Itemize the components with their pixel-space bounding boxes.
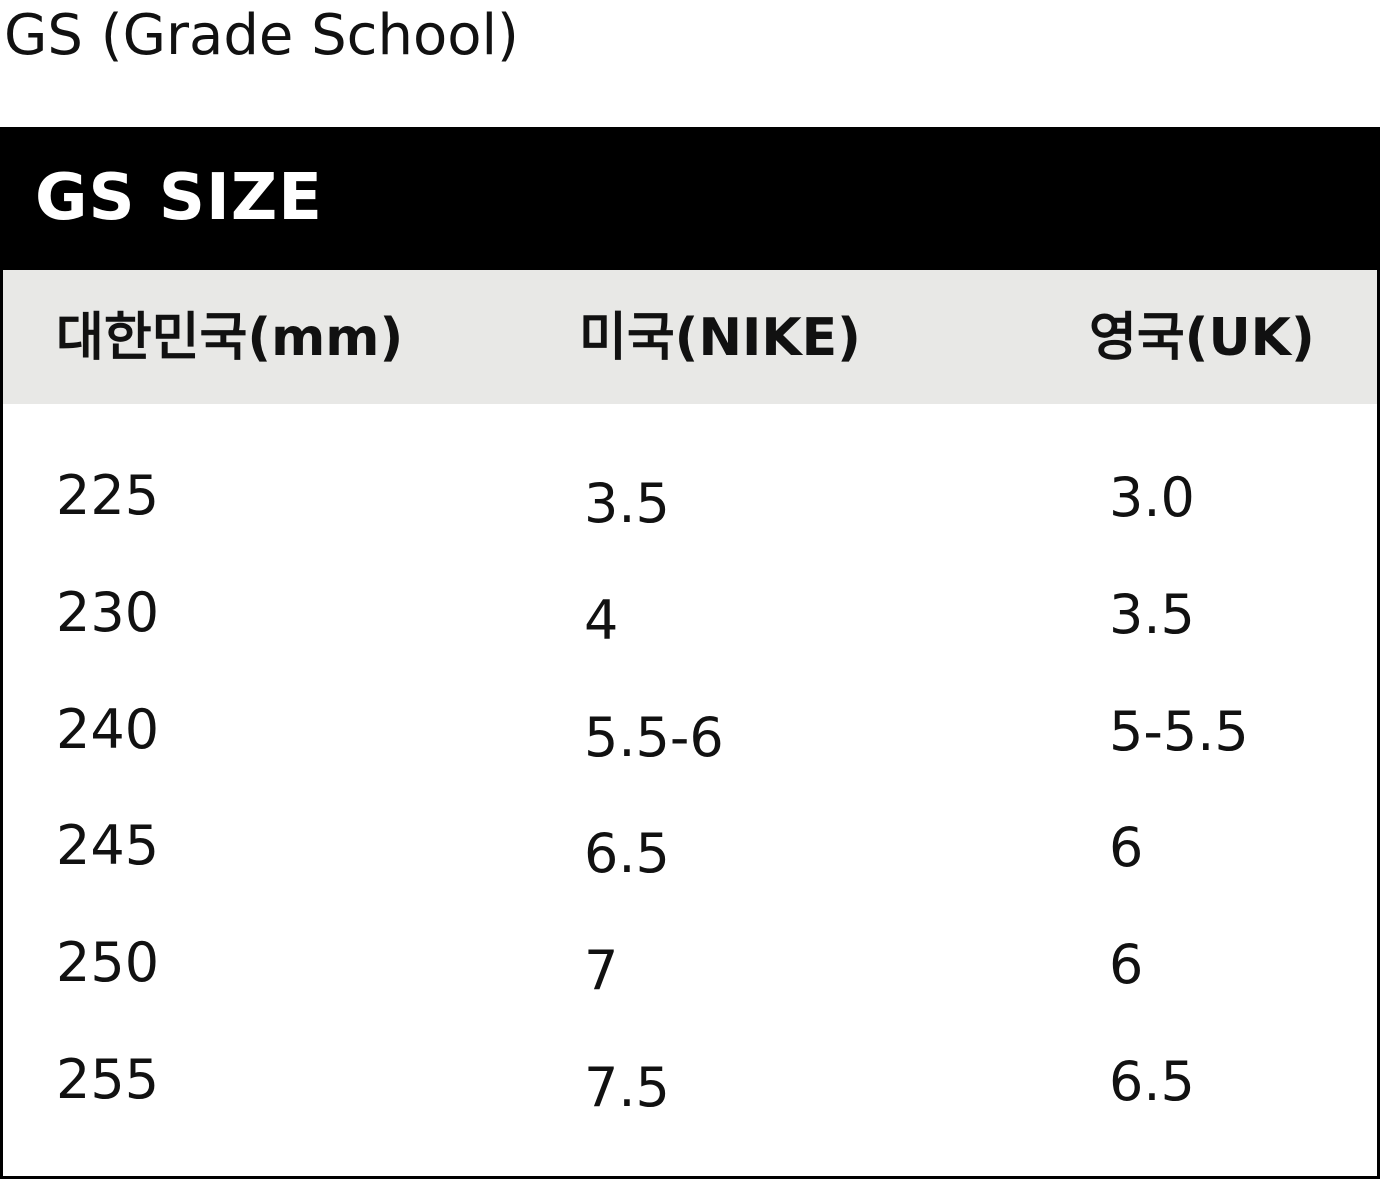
cell-uk: 6: [1109, 933, 1144, 996]
cell-us-nike: 3.5: [584, 472, 670, 535]
table-row: 230 4 3.5: [3, 581, 1377, 698]
cell-us-nike: 7.5: [584, 1056, 670, 1119]
table-row: 245 6.5 6: [3, 814, 1377, 931]
cell-korea-mm: 245: [56, 814, 160, 877]
cell-korea-mm: 225: [56, 464, 160, 527]
cell-uk: 6.5: [1109, 1050, 1195, 1113]
table-header: GS SIZE: [3, 130, 1377, 270]
table-row: 240 5.5-6 5-5.5: [3, 698, 1377, 815]
column-header-uk: 영국(UK): [1089, 308, 1315, 368]
cell-us-nike: 5.5-6: [584, 706, 724, 769]
cell-korea-mm: 255: [56, 1048, 160, 1111]
table-header-title: GS SIZE: [35, 161, 323, 235]
cell-uk: 5-5.5: [1109, 700, 1249, 763]
cell-uk: 3.0: [1109, 466, 1195, 529]
table-body: 225 3.5 3.0 230 4 3.5 240 5.5-6 5-5.5 24…: [3, 404, 1377, 1176]
cell-us-nike: 7: [584, 939, 619, 1002]
cell-korea-mm: 230: [56, 581, 160, 644]
cell-korea-mm: 250: [56, 931, 160, 994]
table-row: 225 3.5 3.0: [3, 464, 1377, 581]
page-title: GS (Grade School): [4, 3, 519, 68]
cell-us-nike: 4: [584, 589, 619, 652]
column-header-us-nike: 미국(NIKE): [579, 308, 861, 368]
column-header-row: 대한민국(mm) 미국(NIKE) 영국(UK): [3, 270, 1377, 404]
cell-uk: 6: [1109, 816, 1144, 879]
table-row: 255 7.5 6.5: [3, 1048, 1377, 1165]
cell-uk: 3.5: [1109, 583, 1195, 646]
cell-us-nike: 6.5: [584, 822, 670, 885]
size-table: GS SIZE 대한민국(mm) 미국(NIKE) 영국(UK) 225 3.5…: [0, 127, 1380, 1179]
table-row: 250 7 6: [3, 931, 1377, 1048]
column-header-korea-mm: 대한민국(mm): [56, 308, 404, 368]
cell-korea-mm: 240: [56, 698, 160, 761]
